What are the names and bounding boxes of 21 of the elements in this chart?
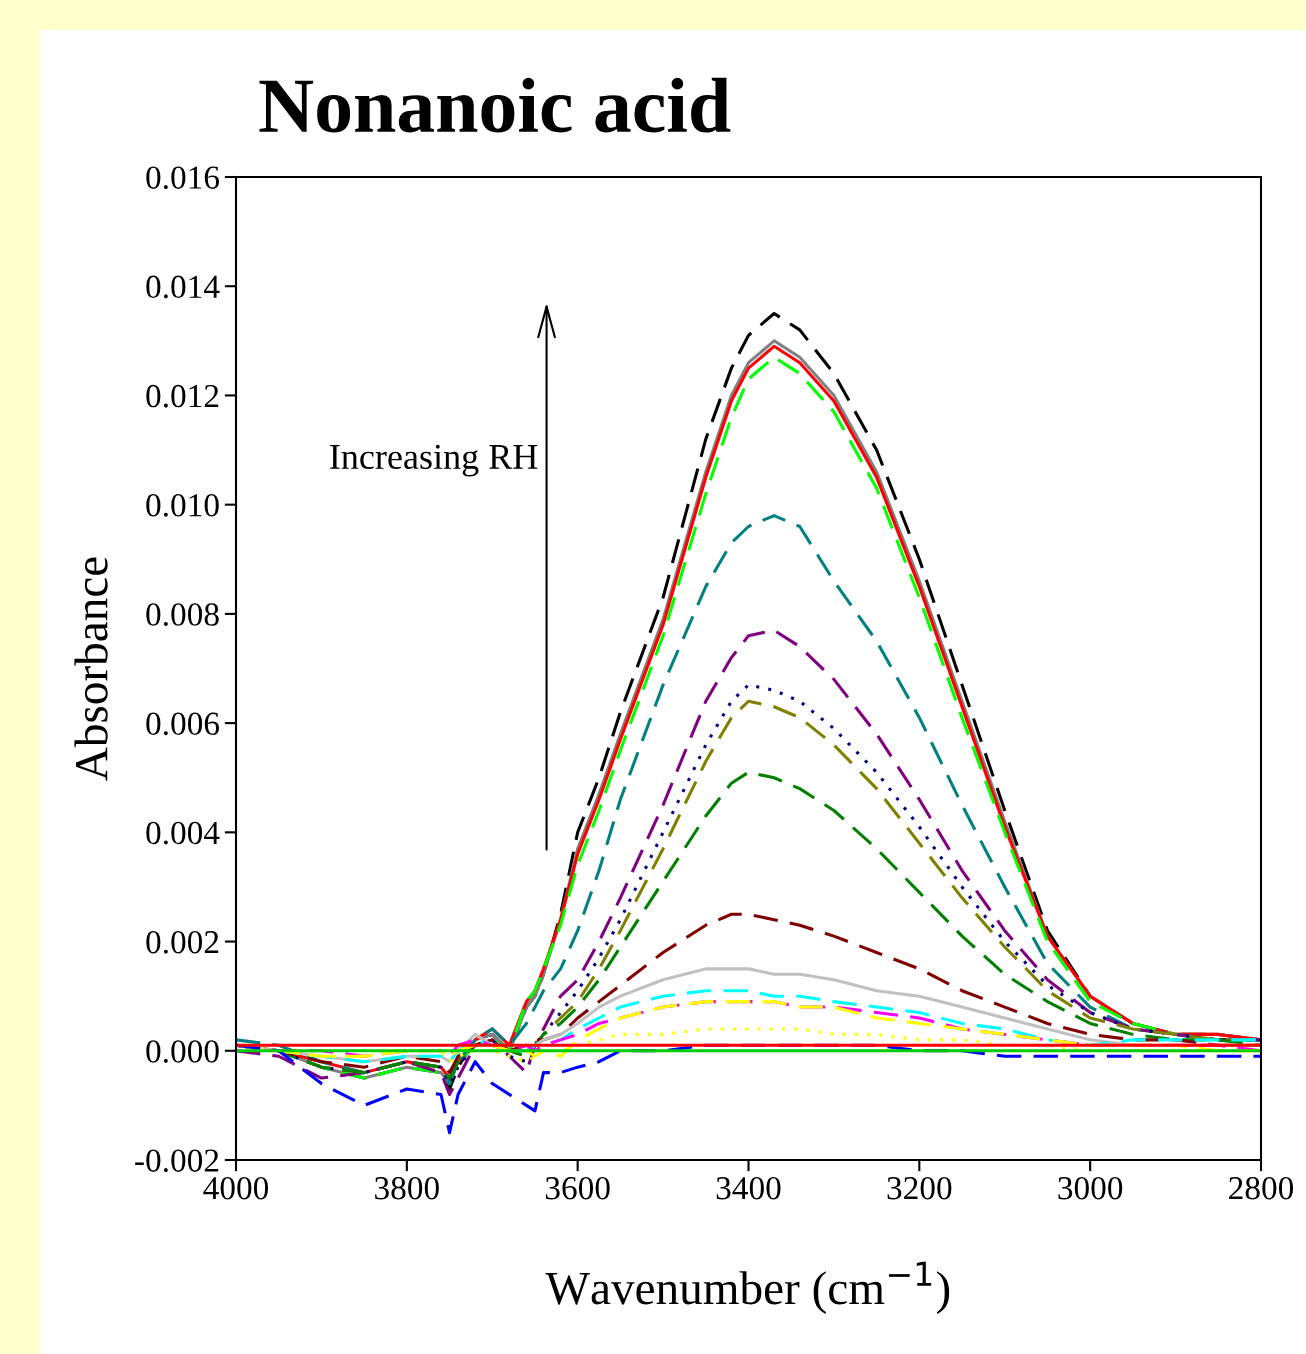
x-tick-label: 3000 xyxy=(1058,1176,1123,1200)
y-tick-label: 0.012 xyxy=(146,384,219,408)
y-tick-label: 0.014 xyxy=(146,275,220,299)
x-tick-label: 3400 xyxy=(716,1176,781,1200)
y-tick-label: 0.004 xyxy=(146,821,220,845)
y-tick-label: 0.002 xyxy=(146,930,219,954)
y-tick-label: 0.006 xyxy=(146,712,220,736)
x-tick-label: 2800 xyxy=(1229,1176,1294,1200)
y-tick-label: 0.010 xyxy=(146,494,219,517)
y-tick-label: -0.002 xyxy=(135,1149,219,1173)
y-tick-label: 0.016 xyxy=(146,166,220,190)
y-axis-title: Absorbance xyxy=(74,557,108,781)
x-tick-label: 3600 xyxy=(545,1176,610,1200)
x-tick-label: 3800 xyxy=(375,1176,439,1200)
y-tick-label: 0.008 xyxy=(146,603,219,626)
y-tick-label: 0.000 xyxy=(146,1040,219,1063)
x-tick-label: 4000 xyxy=(203,1176,269,1200)
chart-title: Nonanoic acid xyxy=(259,77,731,133)
annotation: Increasing RH xyxy=(330,444,538,477)
x-tick-label: 3200 xyxy=(887,1176,952,1200)
x-axis-title: Wavenumber (cm$^{−1}$) xyxy=(545,1261,950,1314)
